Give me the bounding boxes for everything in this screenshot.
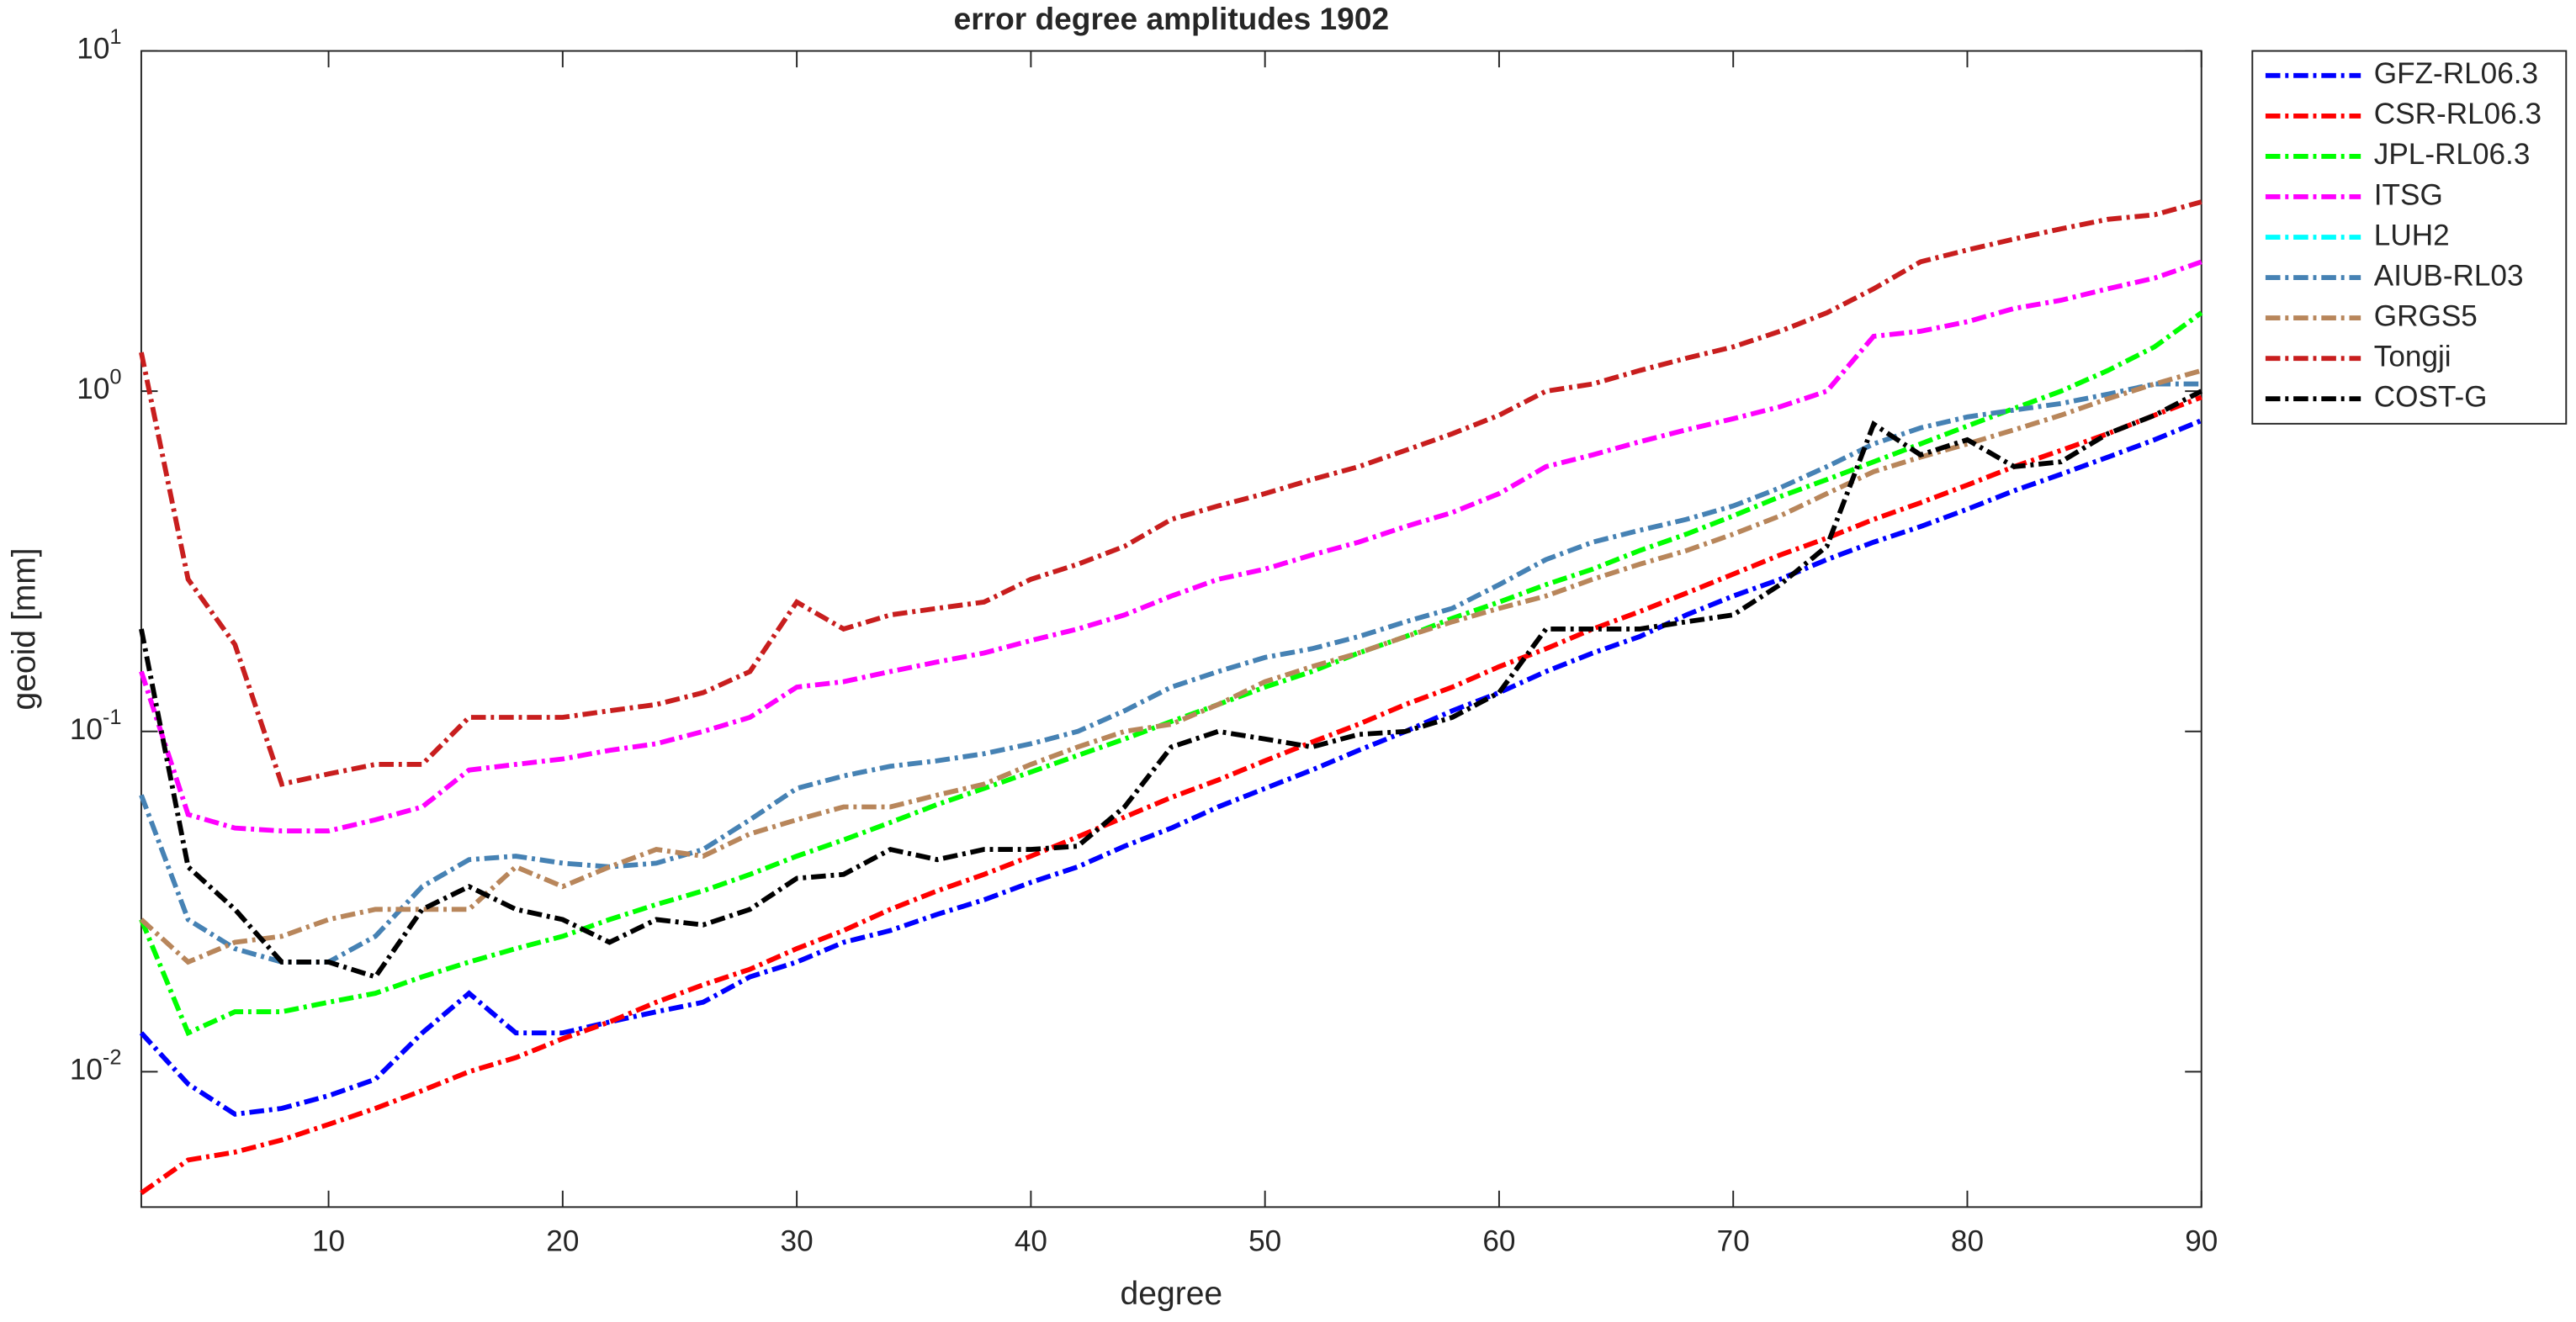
x-tick-label: 20 bbox=[546, 1225, 579, 1258]
x-tick-label: 60 bbox=[1482, 1225, 1515, 1258]
y-tick-label: 10-2 bbox=[70, 1045, 122, 1086]
series-line bbox=[139, 389, 2203, 981]
series-line bbox=[139, 310, 2203, 1037]
legend-label: COST-G bbox=[2374, 380, 2488, 413]
series-line bbox=[139, 418, 2202, 1117]
plot-area bbox=[140, 50, 2202, 1208]
series-line bbox=[139, 259, 2202, 834]
y-tick-label: 10-1 bbox=[70, 706, 122, 746]
x-tick-label: 80 bbox=[1951, 1225, 1984, 1258]
legend-label: AIUB-RL03 bbox=[2374, 259, 2524, 292]
legend-label: JPL-RL06.3 bbox=[2374, 138, 2531, 171]
y-axis-label: geoid [mm] bbox=[7, 547, 43, 710]
x-tick-label: 90 bbox=[2185, 1225, 2218, 1258]
series-line bbox=[140, 394, 2202, 1195]
x-tick-label: 70 bbox=[1717, 1225, 1750, 1258]
legend-label: ITSG bbox=[2374, 178, 2443, 211]
legend-label: LUH2 bbox=[2374, 219, 2450, 251]
legend-label: Tongji bbox=[2374, 340, 2451, 373]
x-tick-label: 10 bbox=[312, 1225, 345, 1258]
legend-label: GFZ-RL06.3 bbox=[2374, 57, 2538, 90]
chart-title: error degree amplitudes 1902 bbox=[954, 1, 1389, 36]
legend-label: GRGS5 bbox=[2374, 299, 2478, 332]
x-tick-label: 50 bbox=[1248, 1225, 1281, 1258]
x-tick-label: 30 bbox=[781, 1225, 814, 1258]
legend-label: CSR-RL06.3 bbox=[2374, 98, 2542, 130]
x-axis-label: degree bbox=[1121, 1276, 1223, 1312]
series-line bbox=[139, 199, 2202, 787]
x-tick-label: 40 bbox=[1015, 1225, 1047, 1258]
y-tick-label: 101 bbox=[77, 25, 121, 66]
y-tick-label: 100 bbox=[77, 365, 121, 405]
series-line bbox=[139, 381, 2202, 965]
